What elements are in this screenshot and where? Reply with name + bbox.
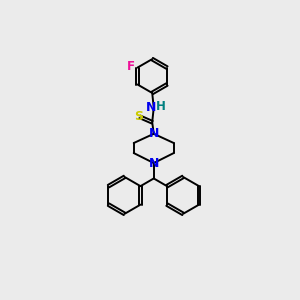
Text: F: F: [127, 60, 135, 73]
Text: N: N: [148, 127, 159, 140]
Text: S: S: [134, 110, 143, 123]
Text: H: H: [156, 100, 166, 113]
Text: N: N: [148, 157, 159, 170]
Text: N: N: [146, 101, 157, 114]
